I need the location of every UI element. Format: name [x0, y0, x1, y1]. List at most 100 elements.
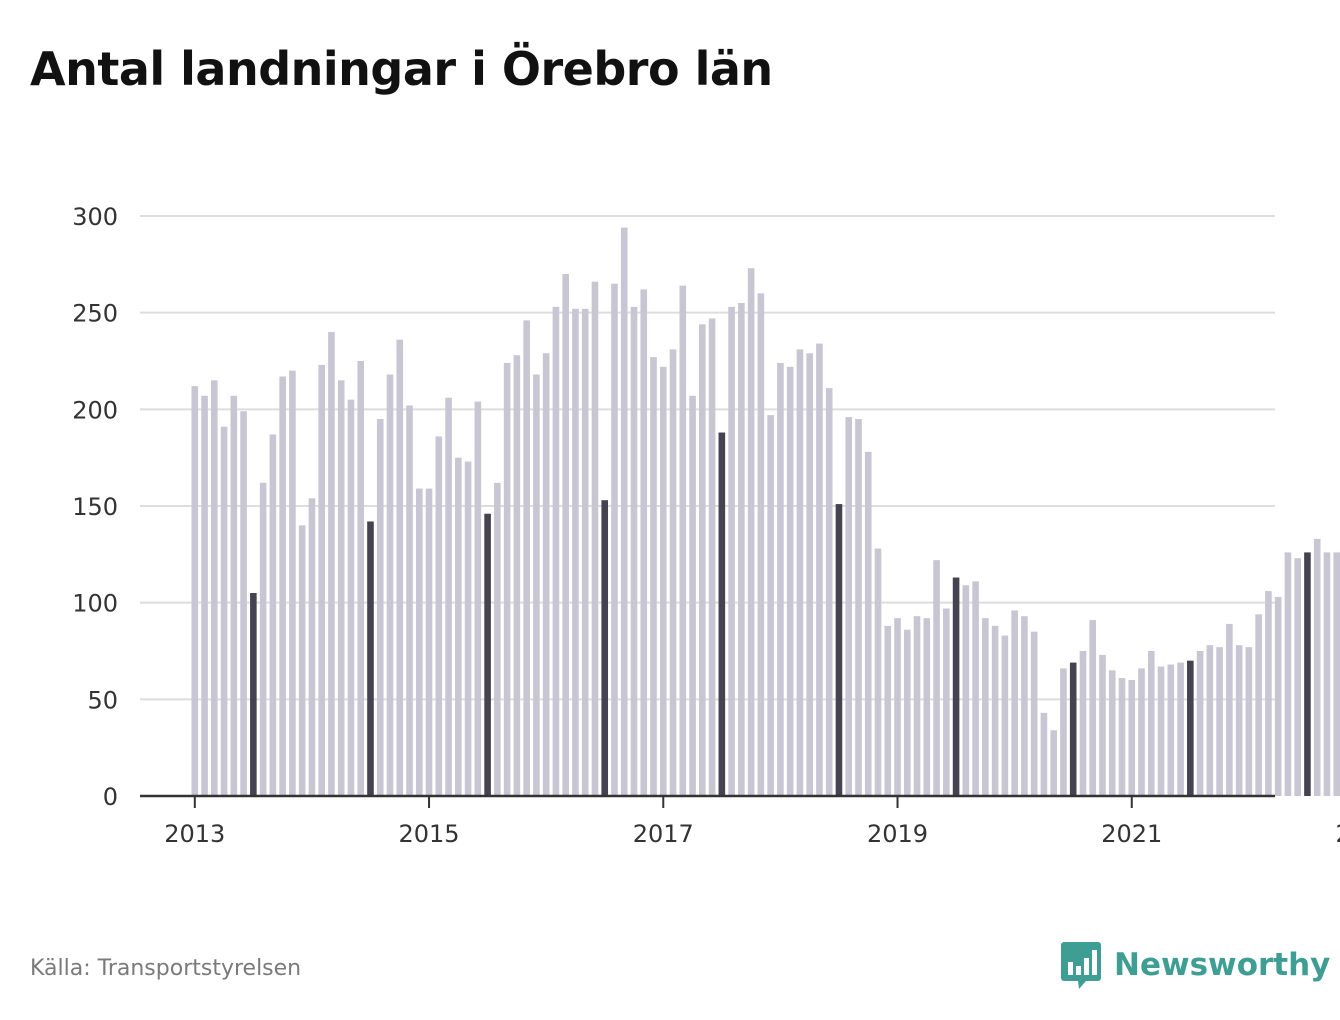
- y-axis-labels: 0 50 100 150 200 250 300: [72, 203, 118, 811]
- bar: [318, 364, 325, 796]
- bar: [1304, 552, 1311, 796]
- bar: [874, 548, 882, 796]
- bar: [581, 308, 589, 796]
- bar: [474, 401, 482, 796]
- bar: [455, 457, 462, 796]
- bar: [259, 482, 267, 796]
- bar: [503, 362, 511, 796]
- x-tick-label: 2017: [633, 820, 694, 848]
- bar: [1001, 635, 1009, 796]
- bar: [1157, 666, 1165, 796]
- bar: [1284, 552, 1292, 796]
- bar: [230, 395, 238, 796]
- bar: [630, 306, 638, 796]
- y-tick-label: 150: [72, 493, 118, 521]
- bar: [1021, 616, 1028, 796]
- bar: [923, 618, 931, 796]
- bar: [864, 451, 872, 796]
- bar: [240, 411, 247, 796]
- bar: [650, 357, 657, 796]
- bar: [894, 618, 901, 796]
- bar: [611, 283, 618, 796]
- bar: [542, 353, 550, 796]
- bar: [816, 343, 823, 796]
- bar: [562, 274, 569, 796]
- bar: [1118, 678, 1126, 796]
- brand-logo[interactable]: Newsworthy: [1060, 940, 1330, 990]
- bar: [406, 405, 413, 796]
- bar: [796, 349, 804, 796]
- y-tick-label: 200: [72, 396, 118, 424]
- bar: [1216, 647, 1223, 796]
- bar: [376, 419, 384, 796]
- x-tick-label: 2013: [164, 820, 225, 848]
- bar: [464, 461, 472, 796]
- bar: [386, 374, 394, 796]
- x-axis-labels: 2013 2015 2017 2019 2021 2023: [164, 796, 1340, 848]
- x-tick-label: 2023: [1335, 820, 1340, 848]
- bar: [913, 616, 921, 796]
- bar: [806, 353, 813, 796]
- bar: [201, 395, 208, 796]
- bar: [640, 289, 648, 796]
- bar: [708, 318, 716, 796]
- bar: [757, 293, 765, 796]
- bar: [591, 281, 599, 797]
- bar: [1128, 680, 1136, 796]
- bar: [1069, 662, 1077, 796]
- newsworthy-logo-icon: [1061, 942, 1101, 989]
- bar: [962, 585, 970, 796]
- bar: [718, 432, 726, 796]
- bar: [1274, 596, 1282, 796]
- bar: [415, 488, 423, 796]
- bar: [669, 349, 677, 796]
- bar: [786, 366, 794, 796]
- bar: [445, 397, 452, 796]
- y-tick-label: 100: [72, 590, 118, 618]
- bar: [1040, 712, 1048, 796]
- bar: [533, 374, 540, 796]
- bar: [1177, 662, 1184, 796]
- bar: [552, 306, 560, 796]
- bar: [572, 308, 579, 796]
- bar: [396, 339, 404, 796]
- bar: [982, 618, 989, 796]
- bar: [767, 415, 774, 796]
- bar: [494, 482, 501, 796]
- bar: [933, 560, 940, 796]
- y-tick-label: 0: [103, 783, 118, 811]
- bar: [884, 625, 892, 796]
- bar: [972, 581, 979, 796]
- bar: [747, 268, 755, 796]
- y-tick-label: 50: [87, 686, 118, 714]
- bar: [308, 498, 316, 796]
- bar: [484, 513, 491, 796]
- bar: [1050, 730, 1057, 796]
- bar: [738, 303, 745, 796]
- y-tick-label: 250: [72, 300, 118, 328]
- bar: [1294, 558, 1301, 796]
- bar: [289, 370, 296, 796]
- bar: [347, 399, 355, 796]
- source-note: Källa: Transportstyrelsen: [30, 956, 302, 981]
- y-tick-label: 300: [72, 203, 118, 231]
- bar: [1265, 591, 1272, 796]
- bar: [1235, 645, 1243, 796]
- bar: [1079, 651, 1087, 796]
- bar: [435, 436, 443, 796]
- bar: [699, 324, 706, 796]
- bar: [991, 625, 999, 796]
- bar: [1333, 552, 1340, 796]
- bar: [943, 608, 950, 796]
- bar: [523, 320, 530, 796]
- bar: [1187, 660, 1194, 796]
- bar: [825, 388, 833, 796]
- x-tick-label: 2015: [399, 820, 460, 848]
- bar: [337, 380, 345, 796]
- bar: [220, 426, 228, 796]
- bar: [279, 376, 286, 796]
- bar: [1089, 620, 1097, 796]
- bar: [1108, 670, 1116, 796]
- bar: [211, 380, 218, 796]
